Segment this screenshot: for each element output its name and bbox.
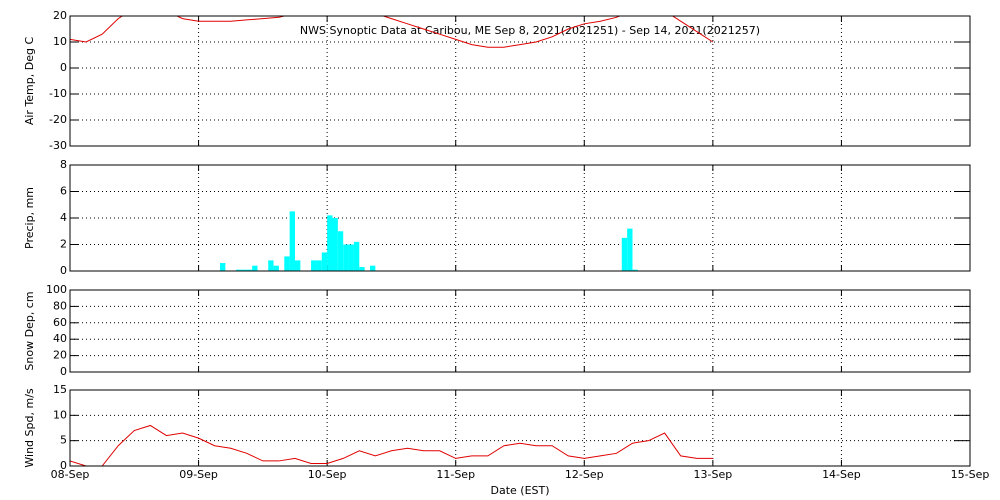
- y-tick-label: 20: [53, 349, 67, 362]
- chart-title: NWS Synoptic Data at Caribou, ME Sep 8, …: [300, 24, 760, 37]
- y-tick-label: 0: [60, 459, 67, 472]
- y-tick-label: 80: [53, 299, 67, 312]
- bar: [337, 231, 344, 271]
- bar: [370, 265, 376, 271]
- y-tick-label: 60: [53, 316, 67, 329]
- y-tick-label: -30: [49, 139, 67, 152]
- y-tick-label: 6: [60, 185, 67, 198]
- bar: [327, 215, 333, 271]
- plot-area: [70, 16, 714, 48]
- bar: [273, 265, 279, 271]
- y-tick-label: 2: [60, 238, 67, 251]
- x-axis-label: Date (EST): [490, 484, 549, 497]
- y-tick-label: 0: [60, 61, 67, 74]
- y-axis-label: Air Temp, Deg C: [23, 37, 36, 126]
- bar: [241, 269, 247, 271]
- panel-frame: [69, 289, 971, 373]
- x-tick-label: 08-Sep: [51, 468, 90, 481]
- x-tick-label: 09-Sep: [179, 468, 218, 481]
- x-tick-label: 12-Sep: [565, 468, 604, 481]
- bar: [289, 211, 295, 271]
- x-tick-label: 11-Sep: [436, 468, 475, 481]
- x-tick-label: 15-Sep: [951, 468, 990, 481]
- y-tick-label: 0: [60, 365, 67, 378]
- line-series: [70, 424, 713, 466]
- panel-frame: [69, 164, 971, 272]
- bar: [295, 260, 301, 271]
- bar: [252, 265, 258, 271]
- panel-frame: [69, 15, 971, 147]
- y-tick-label: 0: [60, 264, 67, 277]
- bar: [632, 269, 638, 271]
- y-tick-label: 5: [60, 434, 67, 447]
- plot-area: [70, 424, 713, 466]
- bar: [220, 263, 226, 271]
- plot-area: [220, 211, 638, 271]
- bar: [343, 244, 349, 271]
- y-axis-label: Wind Spd, m/s: [23, 388, 36, 468]
- bar: [246, 269, 253, 271]
- y-tick-label: -20: [49, 113, 67, 126]
- x-tick-label: 13-Sep: [694, 468, 733, 481]
- y-axis-label: Precip, mm: [23, 187, 36, 249]
- y-tick-label: 10: [53, 35, 67, 48]
- y-tick-label: 100: [46, 283, 67, 296]
- bar: [332, 218, 338, 271]
- bar: [321, 252, 328, 271]
- bar: [621, 237, 628, 271]
- panel-frame: [69, 389, 971, 467]
- y-tick-label: 15: [53, 383, 67, 396]
- line-series: [70, 16, 714, 48]
- bar: [348, 244, 354, 271]
- x-tick-label: 14-Sep: [822, 468, 861, 481]
- bar: [284, 256, 290, 271]
- y-tick-label: 40: [53, 332, 67, 345]
- y-tick-label: 8: [60, 158, 67, 171]
- bar: [311, 260, 317, 271]
- y-tick-label: 10: [53, 408, 67, 421]
- y-tick-label: 20: [53, 9, 67, 22]
- x-tick-label: 10-Sep: [308, 468, 347, 481]
- bar: [316, 260, 322, 271]
- bar: [359, 267, 365, 271]
- bar: [236, 269, 242, 271]
- y-axis-label: Snow Dep, cm: [23, 291, 36, 370]
- bar: [627, 228, 633, 271]
- bar: [353, 241, 360, 271]
- y-tick-label: -10: [49, 87, 67, 100]
- y-tick-label: 4: [60, 211, 67, 224]
- bar: [268, 260, 274, 271]
